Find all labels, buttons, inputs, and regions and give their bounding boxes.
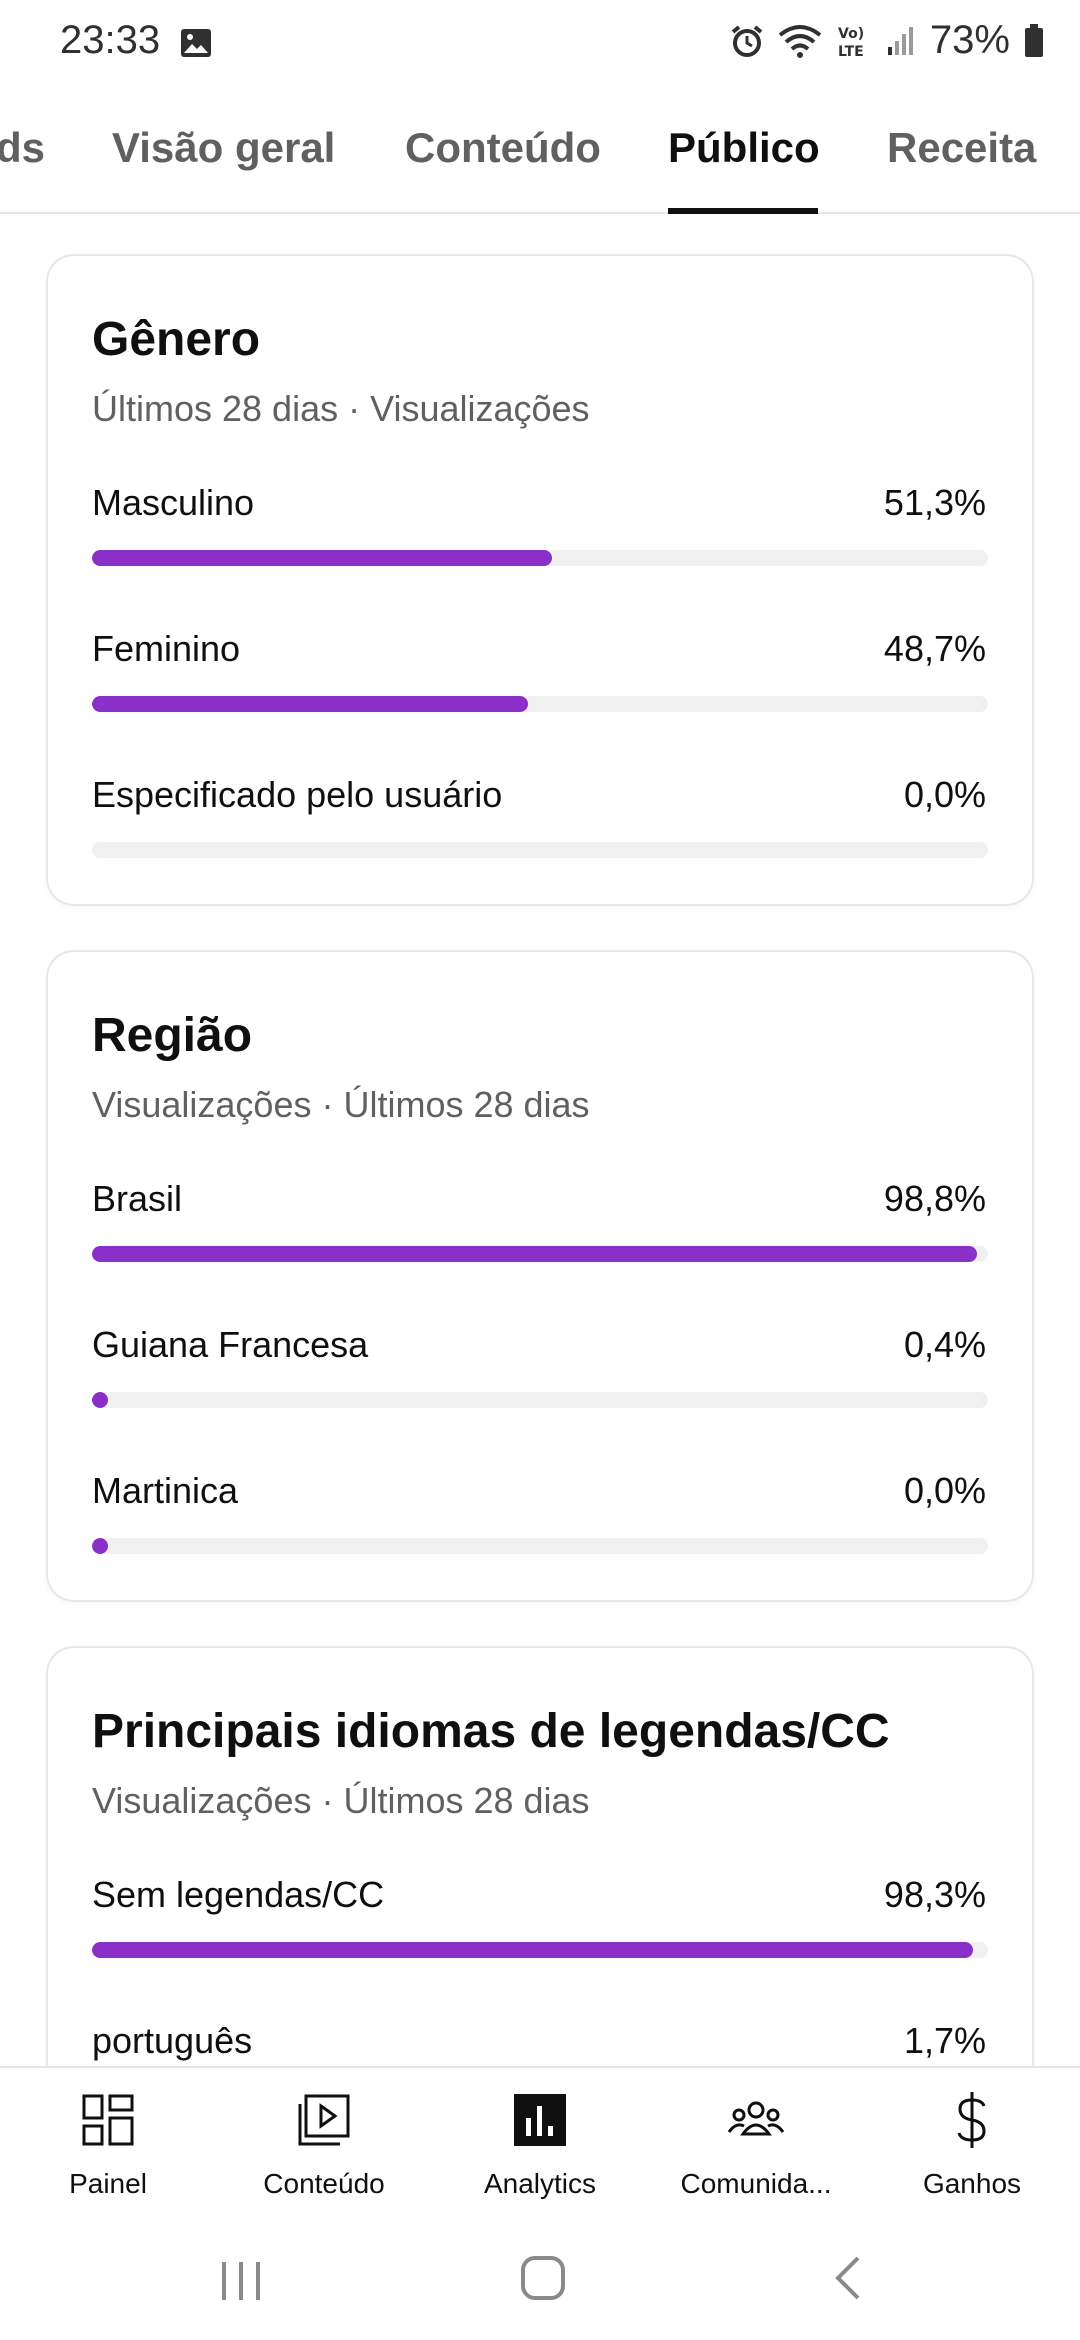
status-icons: Vo) LTE 73%: [730, 18, 1044, 63]
caption-row-label: Sem legendas/CC: [92, 1874, 385, 1915]
recent-apps-icon[interactable]: [206, 2248, 276, 2308]
nav-label: Painel: [69, 2168, 147, 2199]
volte-icon: Vo) LTE: [838, 26, 864, 59]
content-icon: [298, 2094, 350, 2146]
caption-row-label: português: [92, 2020, 253, 2061]
region-card: Região Visualizações · Últimos 28 dias B…: [46, 950, 1034, 1602]
svg-text:LTE: LTE: [838, 44, 864, 59]
card-subtitle: Últimos 28 dias · Visualizações: [92, 388, 590, 429]
gender-bar-track: [92, 842, 988, 858]
gender-row-label: Feminino: [92, 628, 241, 669]
gender-bar-fill: [92, 550, 552, 566]
analytics-tabs: ds Visão geral Conteúdo Público Receita: [0, 108, 1080, 214]
tab-audience[interactable]: Público: [668, 124, 820, 171]
region-row-value: 98,8%: [883, 1178, 986, 1219]
nav-analytics[interactable]: Analytics: [432, 2068, 648, 2218]
caption-bar-track: [92, 1942, 988, 1958]
gender-row-label: Especificado pelo usuário: [92, 774, 503, 815]
gender-row-value: 51,3%: [883, 482, 986, 523]
active-tab-indicator: [668, 208, 818, 214]
gender-row-label: Masculino: [92, 482, 255, 523]
nav-community[interactable]: Comunida...: [648, 2068, 864, 2218]
region-row-label: Guiana Francesa: [92, 1324, 369, 1365]
community-icon: [727, 2101, 785, 2136]
nav-label: Analytics: [483, 2168, 597, 2199]
tab-content[interactable]: Conteúdo: [405, 124, 601, 171]
analytics-icon: [514, 2094, 566, 2146]
region-row-label: Brasil: [92, 1178, 183, 1219]
system-navigation-bar: [0, 2216, 1080, 2340]
card-subtitle: Visualizações · Últimos 28 dias: [92, 1780, 590, 1821]
caption-row-value: 1,7%: [903, 2020, 986, 2061]
battery-percentage: 73%: [929, 18, 1010, 62]
svg-text:Vo): Vo): [838, 26, 864, 42]
alarm-icon: [731, 24, 763, 57]
card-title: Gênero: [92, 313, 261, 366]
nav-label: Ganhos: [922, 2168, 1022, 2199]
tab-ads[interactable]: ds: [0, 124, 46, 171]
region-row-value: 0,4%: [903, 1324, 986, 1365]
dashboard-icon: [82, 2094, 134, 2146]
battery-icon: [1025, 23, 1043, 57]
gender-row-value: 0,0%: [903, 774, 986, 815]
dollar-icon: [957, 2092, 986, 2148]
home-icon[interactable]: [508, 2248, 578, 2308]
gender-row-value: 48,7%: [883, 628, 986, 669]
status-time: 23:33: [60, 18, 161, 62]
region-bar-track: [92, 1538, 988, 1554]
gender-card: Gênero Últimos 28 dias · Visualizações M…: [46, 254, 1034, 906]
caption-bar-fill: [92, 1942, 973, 1958]
card-title: Região: [92, 1009, 253, 1062]
region-bar-fill: [92, 1392, 108, 1408]
card-title: Principais idiomas de legendas/CC: [92, 1705, 890, 1758]
image-notification-icon: [181, 29, 211, 57]
tab-revenue[interactable]: Receita: [887, 124, 1037, 171]
wifi-icon: [778, 24, 822, 58]
gender-bar-track: [92, 550, 988, 566]
card-subtitle: Visualizações · Últimos 28 dias: [92, 1084, 590, 1125]
bottom-navigation: Painel Conteúdo Analytics Comunida...: [0, 2066, 1080, 2216]
nav-earnings[interactable]: Ganhos: [864, 2068, 1080, 2218]
tab-overview[interactable]: Visão geral: [112, 124, 336, 171]
region-row-label: Martinica: [92, 1470, 239, 1511]
gender-bar-track: [92, 696, 988, 712]
region-bar-track: [92, 1392, 988, 1408]
nav-label: Conteúdo: [263, 2168, 385, 2199]
region-bar-fill: [92, 1538, 108, 1554]
caption-row-value: 98,3%: [883, 1874, 986, 1915]
signal-icon: [887, 26, 913, 55]
region-row-value: 0,0%: [903, 1470, 986, 1511]
nav-dashboard[interactable]: Painel: [0, 2068, 216, 2218]
nav-content[interactable]: Conteúdo: [216, 2068, 432, 2218]
region-bar-track: [92, 1246, 988, 1262]
status-bar: 23:33 Vo) LTE 73%: [0, 0, 1080, 88]
gender-bar-fill: [92, 696, 528, 712]
back-icon[interactable]: [812, 2248, 882, 2308]
nav-label: Comunida...: [680, 2168, 832, 2199]
region-bar-fill: [92, 1246, 977, 1262]
